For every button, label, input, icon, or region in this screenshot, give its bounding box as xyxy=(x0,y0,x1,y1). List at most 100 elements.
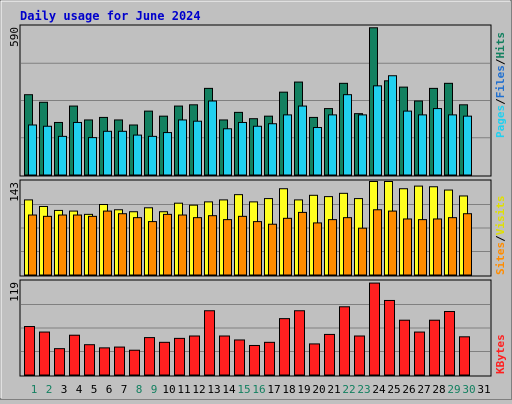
day-label-2: 2 xyxy=(46,383,53,396)
bar-kbytes-day-15 xyxy=(234,339,245,376)
day-label-1: 1 xyxy=(31,383,38,396)
bar-kbytes-day-19 xyxy=(294,310,305,376)
bar-kbytes-day-11 xyxy=(174,337,185,376)
bar-kbytes-day-6 xyxy=(99,347,110,376)
day-label-17: 17 xyxy=(267,383,280,396)
day-label-11: 11 xyxy=(177,383,190,396)
bar-sites-day-11 xyxy=(178,214,187,276)
day-label-8: 8 xyxy=(136,383,143,396)
bar-kbytes-day-13 xyxy=(204,310,215,376)
bar-kbytes-day-30 xyxy=(459,336,470,376)
bar-kbytes-day-24 xyxy=(369,282,380,376)
bar-files-day-16 xyxy=(253,125,262,176)
bar-kbytes-day-21 xyxy=(324,333,335,376)
bar-sites-day-20 xyxy=(313,222,322,276)
top-ymax-label: 590 xyxy=(8,27,21,47)
bar-sites-day-19 xyxy=(298,211,307,276)
bar-sites-day-13 xyxy=(208,215,217,276)
day-label-3: 3 xyxy=(61,383,68,396)
bar-kbytes-day-2 xyxy=(39,331,50,376)
legend-files: Files xyxy=(494,65,507,98)
day-label-5: 5 xyxy=(91,383,98,396)
bar-sites-day-25 xyxy=(388,210,397,276)
day-label-24: 24 xyxy=(372,383,386,396)
day-label-10: 10 xyxy=(162,383,175,396)
bar-sites-day-18 xyxy=(283,217,292,276)
bar-sites-day-27 xyxy=(418,219,427,276)
day-label-26: 26 xyxy=(402,383,415,396)
bar-sites-day-23 xyxy=(358,227,367,276)
legend-sep-1: / xyxy=(494,98,507,105)
day-label-15: 15 xyxy=(237,383,250,396)
bar-files-day-19 xyxy=(298,105,307,176)
bar-sites-day-28 xyxy=(433,218,442,276)
bar-files-day-28 xyxy=(433,108,442,176)
bar-files-day-14 xyxy=(223,128,232,176)
day-label-12: 12 xyxy=(192,383,205,396)
bar-files-day-24 xyxy=(373,85,382,176)
bar-kbytes-day-20 xyxy=(309,343,320,376)
day-labels: 1 2 3 4 5 6 7 8 9 10 11 12 13 14 15 16 17 18 19 20 21 22 23 24 2… xyxy=(31,383,491,396)
bar-sites-day-9 xyxy=(148,221,157,276)
bar-files-day-18 xyxy=(283,114,292,176)
bar-kbytes-day-25 xyxy=(384,299,395,376)
bar-kbytes-day-27 xyxy=(414,331,425,376)
bar-kbytes-day-14 xyxy=(219,335,230,376)
bar-sites-day-21 xyxy=(328,219,337,276)
bar-kbytes-day-1 xyxy=(24,326,35,376)
day-label-23: 23 xyxy=(357,383,370,396)
day-label-22: 22 xyxy=(342,383,355,396)
bar-sites-day-17 xyxy=(268,223,277,276)
bar-kbytes-day-29 xyxy=(444,311,455,376)
bar-kbytes-day-28 xyxy=(429,319,440,376)
bar-files-day-9 xyxy=(148,135,157,176)
legend-sep-3: / xyxy=(494,235,507,242)
bar-sites-day-26 xyxy=(403,218,412,276)
day-label-27: 27 xyxy=(417,383,430,396)
legend-sites: Sites xyxy=(494,242,507,275)
day-label-14: 14 xyxy=(222,383,236,396)
bar-sites-day-29 xyxy=(448,217,457,276)
bar-sites-day-24 xyxy=(373,209,382,276)
bar-files-day-2 xyxy=(43,125,52,176)
bar-files-day-22 xyxy=(343,94,352,176)
bar-sites-day-30 xyxy=(463,213,472,276)
legend-bottom: KBytes xyxy=(494,334,507,374)
bar-files-day-15 xyxy=(238,121,247,176)
bar-kbytes-day-10 xyxy=(159,341,170,376)
bar-kbytes-day-18 xyxy=(279,318,290,376)
bar-files-day-4 xyxy=(73,121,82,176)
legend-top: Pages/Files/Hits xyxy=(494,32,507,138)
bar-kbytes-day-3 xyxy=(54,348,65,376)
bar-files-day-17 xyxy=(268,123,277,176)
day-label-31: 31 xyxy=(477,383,490,396)
day-label-29: 29 xyxy=(447,383,460,396)
legend-pages: Pages xyxy=(494,105,507,138)
bar-sites-day-6 xyxy=(103,210,112,276)
day-label-25: 25 xyxy=(387,383,400,396)
day-label-18: 18 xyxy=(282,383,295,396)
bar-files-day-29 xyxy=(448,114,457,176)
bar-files-day-12 xyxy=(193,120,202,176)
legend-sep-2: / xyxy=(494,58,507,65)
bar-sites-day-14 xyxy=(223,219,232,276)
legend-middle: Sites/Visits xyxy=(494,196,507,276)
bar-sites-day-2 xyxy=(43,215,52,276)
bar-sites-day-7 xyxy=(118,213,127,276)
day-label-13: 13 xyxy=(207,383,220,396)
day-label-6: 6 xyxy=(106,383,113,396)
bar-files-day-11 xyxy=(178,119,187,176)
day-label-30: 30 xyxy=(462,383,475,396)
bars xyxy=(24,27,472,376)
bar-files-day-27 xyxy=(418,114,427,176)
middle-ymax-label: 143 xyxy=(8,182,21,202)
bar-kbytes-day-9 xyxy=(144,337,155,376)
day-label-20: 20 xyxy=(312,383,325,396)
bar-files-day-21 xyxy=(328,114,337,176)
day-label-19: 19 xyxy=(297,383,310,396)
bar-files-day-10 xyxy=(163,132,172,176)
bar-files-day-5 xyxy=(88,137,97,176)
bar-files-day-7 xyxy=(118,130,127,176)
